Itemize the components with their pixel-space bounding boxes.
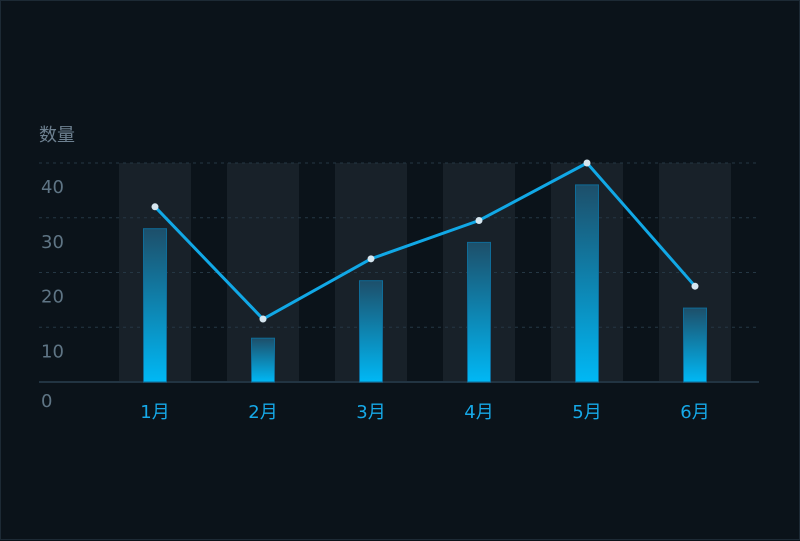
- x-tick-label-2: 2月: [248, 402, 277, 423]
- x-tick-label-6: 6月: [680, 402, 709, 423]
- line-path: [153, 161, 697, 321]
- y-tick-label-20: 20: [41, 287, 64, 308]
- bar-3: [359, 280, 383, 383]
- bar-6: [683, 307, 707, 383]
- y-tick-label-30: 30: [41, 232, 64, 253]
- x-tick-label-1: 1月: [140, 402, 169, 423]
- bar-2: [251, 337, 275, 383]
- x-axis-ticks: 1月 2月 3月 4月 5月 6月: [140, 402, 709, 423]
- y-tick-label-40: 40: [41, 177, 64, 198]
- line-point-3: [367, 255, 375, 263]
- bar-1: [143, 228, 167, 383]
- line-point-5: [583, 159, 591, 167]
- x-tick-label-5: 5月: [572, 402, 601, 423]
- bar-5: [575, 184, 599, 383]
- y-tick-label-0: 0: [41, 391, 52, 412]
- line-series: [151, 159, 699, 323]
- x-tick-label-4: 4月: [464, 402, 493, 423]
- y-tick-label-10: 10: [41, 341, 64, 362]
- line-point-1: [151, 203, 159, 211]
- line-point-4: [475, 216, 483, 224]
- bar-series: [143, 184, 707, 383]
- line-point-2: [259, 315, 267, 323]
- x-tick-label-3: 3月: [356, 402, 385, 423]
- y-axis-label: 数量: [39, 125, 75, 146]
- bar-4: [467, 241, 491, 383]
- line-point-6: [691, 282, 699, 290]
- y-axis-ticks: 0 10 20 30 40: [41, 177, 64, 412]
